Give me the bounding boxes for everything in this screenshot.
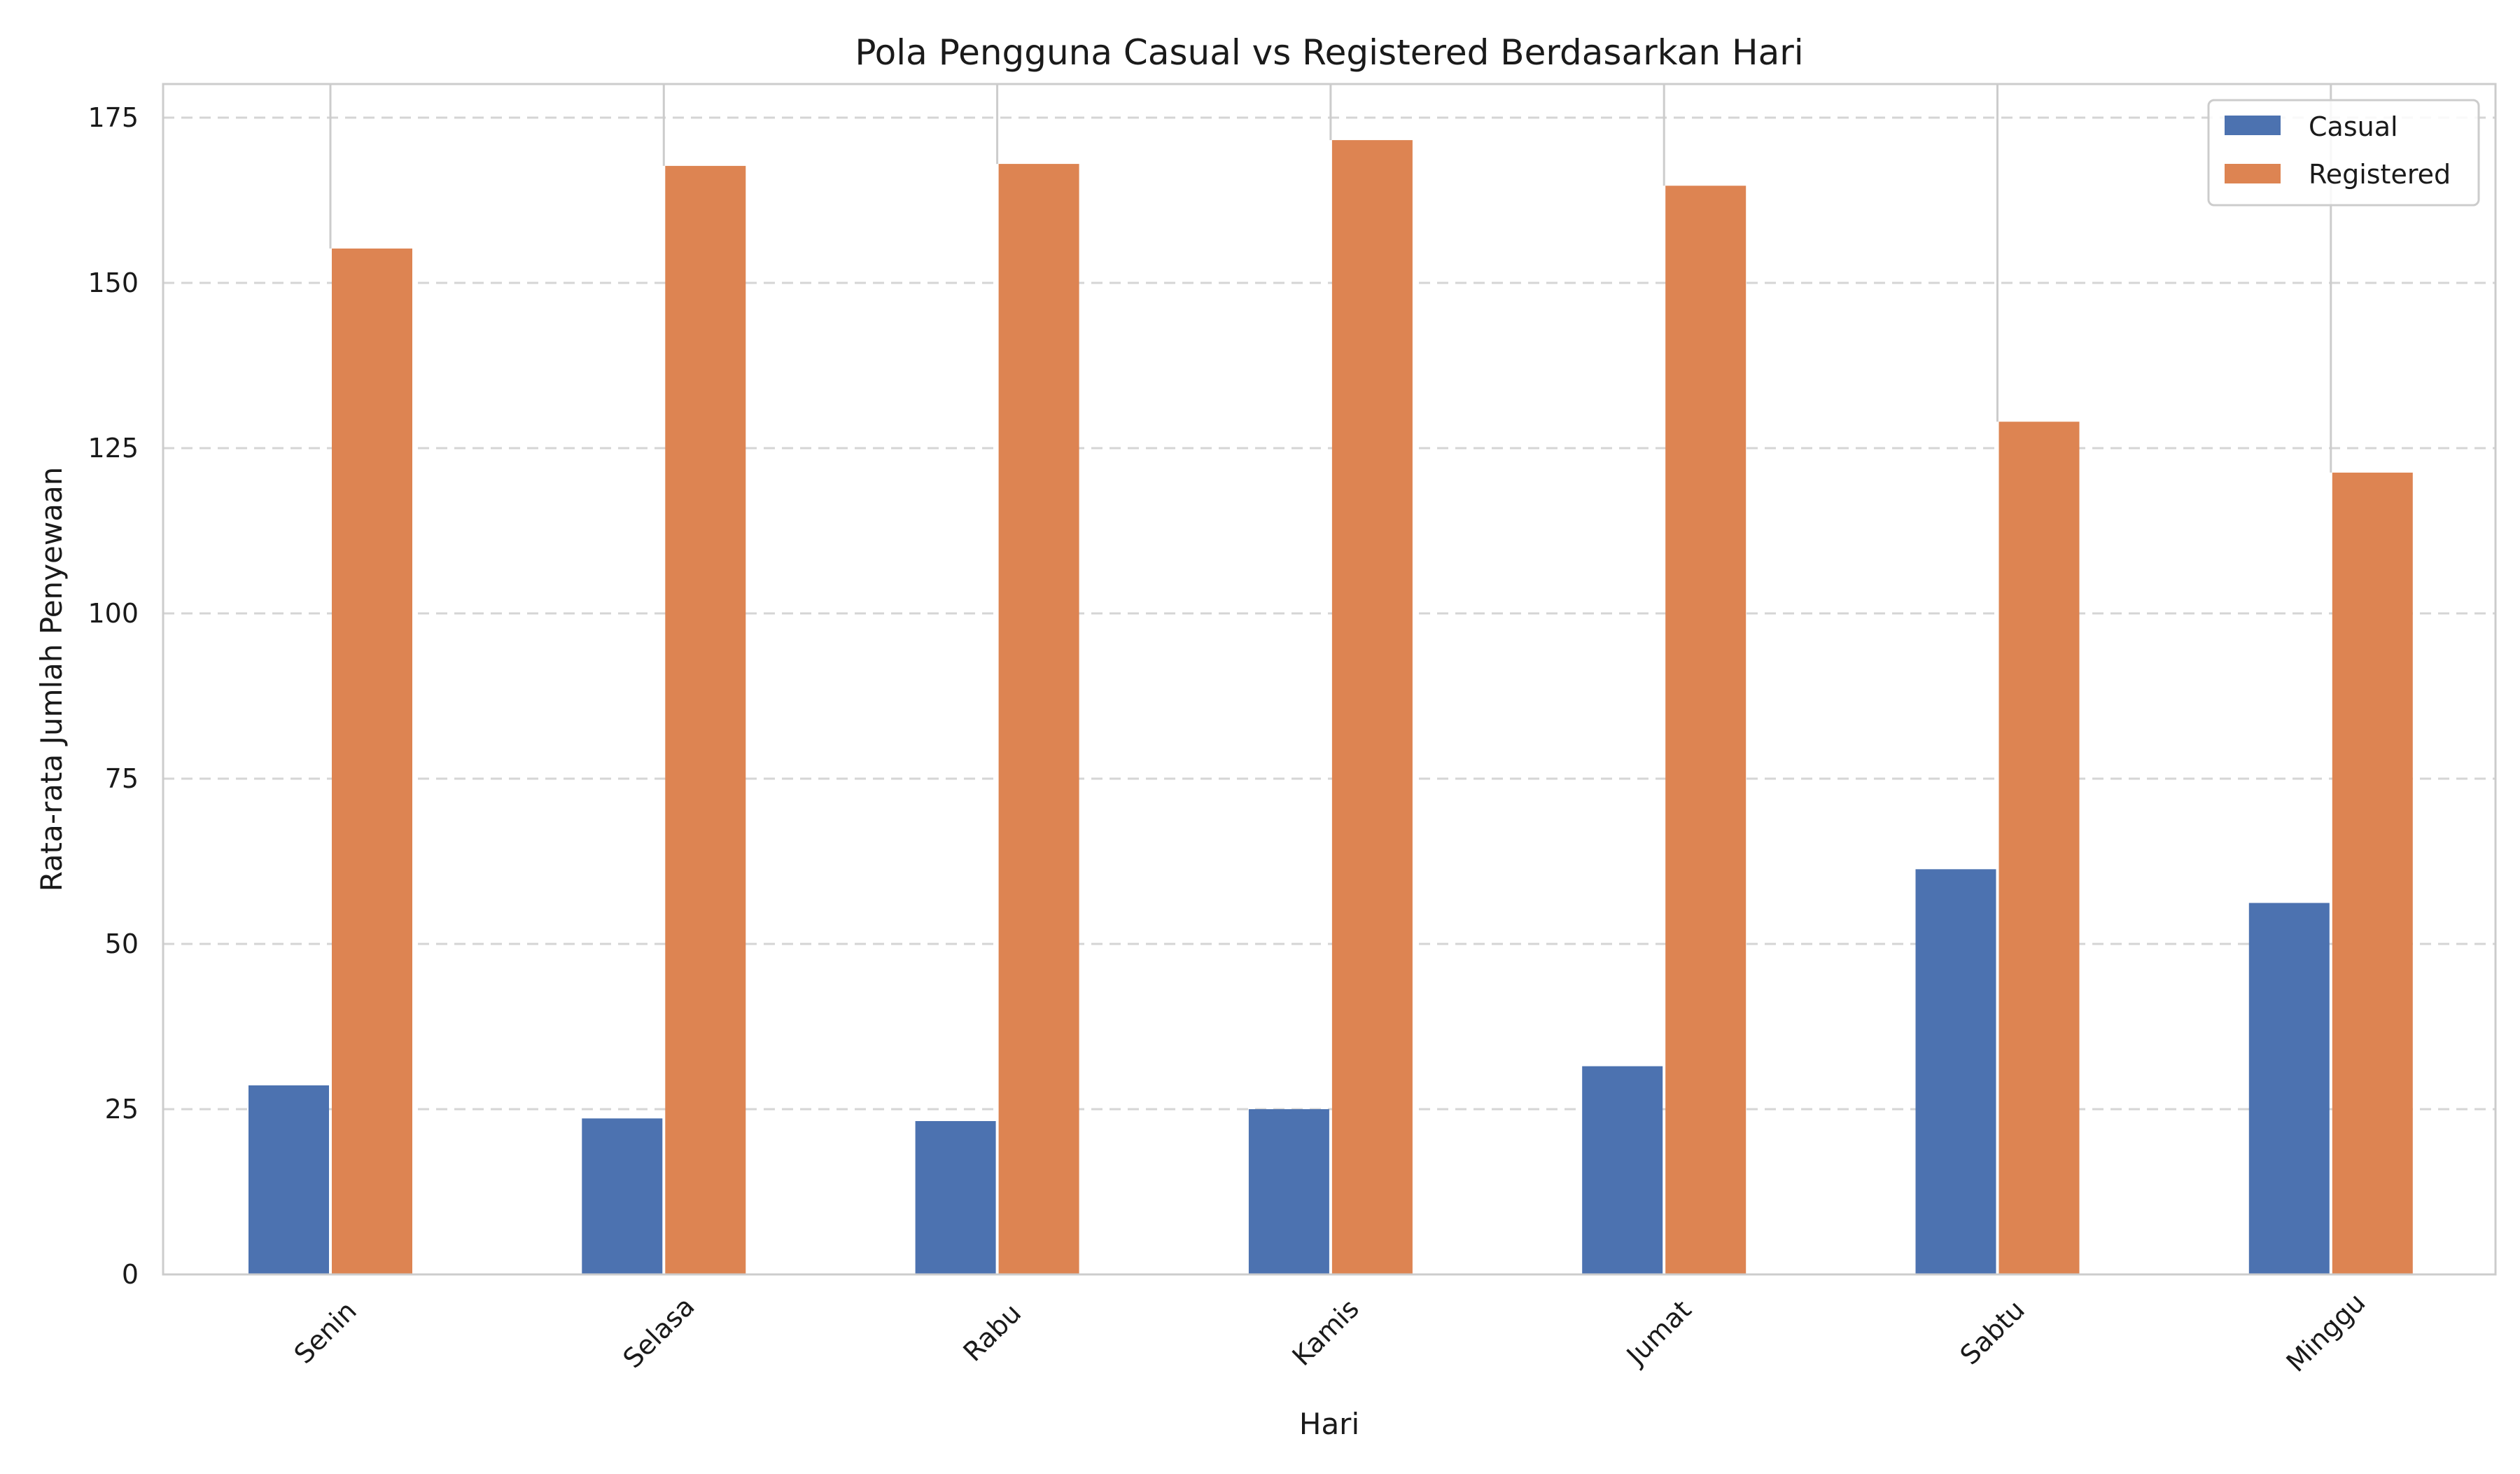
bar-casual-jumat	[1582, 1066, 1663, 1274]
legend-label-registered: Registered	[2309, 159, 2451, 190]
bar-registered-selasa	[665, 165, 746, 1275]
y-tick-label: 175	[88, 102, 139, 133]
grid-lines	[163, 116, 2496, 1111]
bar-registered-senin	[332, 248, 412, 1274]
legend-swatch-casual	[2225, 116, 2281, 135]
bar-registered-jumat	[1665, 186, 1746, 1275]
bar-casual-rabu	[915, 1120, 996, 1274]
legend: Casual Registered	[2207, 99, 2480, 207]
y-tick-label: 150	[88, 267, 139, 298]
bar-casual-minggu	[2248, 903, 2330, 1274]
bar-casual-sabtu	[1915, 869, 1996, 1274]
y-tick-label: 75	[105, 763, 139, 794]
bar-registered-kamis	[1331, 140, 1413, 1275]
legend-label-casual: Casual	[2309, 111, 2398, 142]
bar-casual-senin	[248, 1085, 329, 1274]
bars	[248, 140, 2413, 1275]
x-axis-label: Hari	[1299, 1407, 1359, 1441]
y-axis-ticks: 0 25 50 75 100 125 150 175	[88, 102, 139, 1290]
y-tick-label: 0	[122, 1259, 139, 1290]
y-axis-label: Rata-rata Jumlah Penyewaan	[34, 467, 69, 892]
chart-title: Pola Pengguna Casual vs Registered Berda…	[855, 32, 1803, 73]
bar-registered-minggu	[2332, 472, 2413, 1274]
y-tick-label: 25	[105, 1094, 139, 1125]
y-tick-label: 50	[105, 929, 139, 959]
plot-frame	[162, 83, 2497, 1276]
legend-swatch-registered	[2225, 164, 2281, 183]
y-tick-label: 125	[88, 433, 139, 464]
bar-casual-selasa	[582, 1118, 663, 1274]
bar-registered-sabtu	[1998, 422, 2080, 1274]
bar-casual-kamis	[1248, 1109, 1329, 1274]
y-tick-label: 100	[88, 598, 139, 629]
bar-registered-rabu	[998, 164, 1079, 1275]
